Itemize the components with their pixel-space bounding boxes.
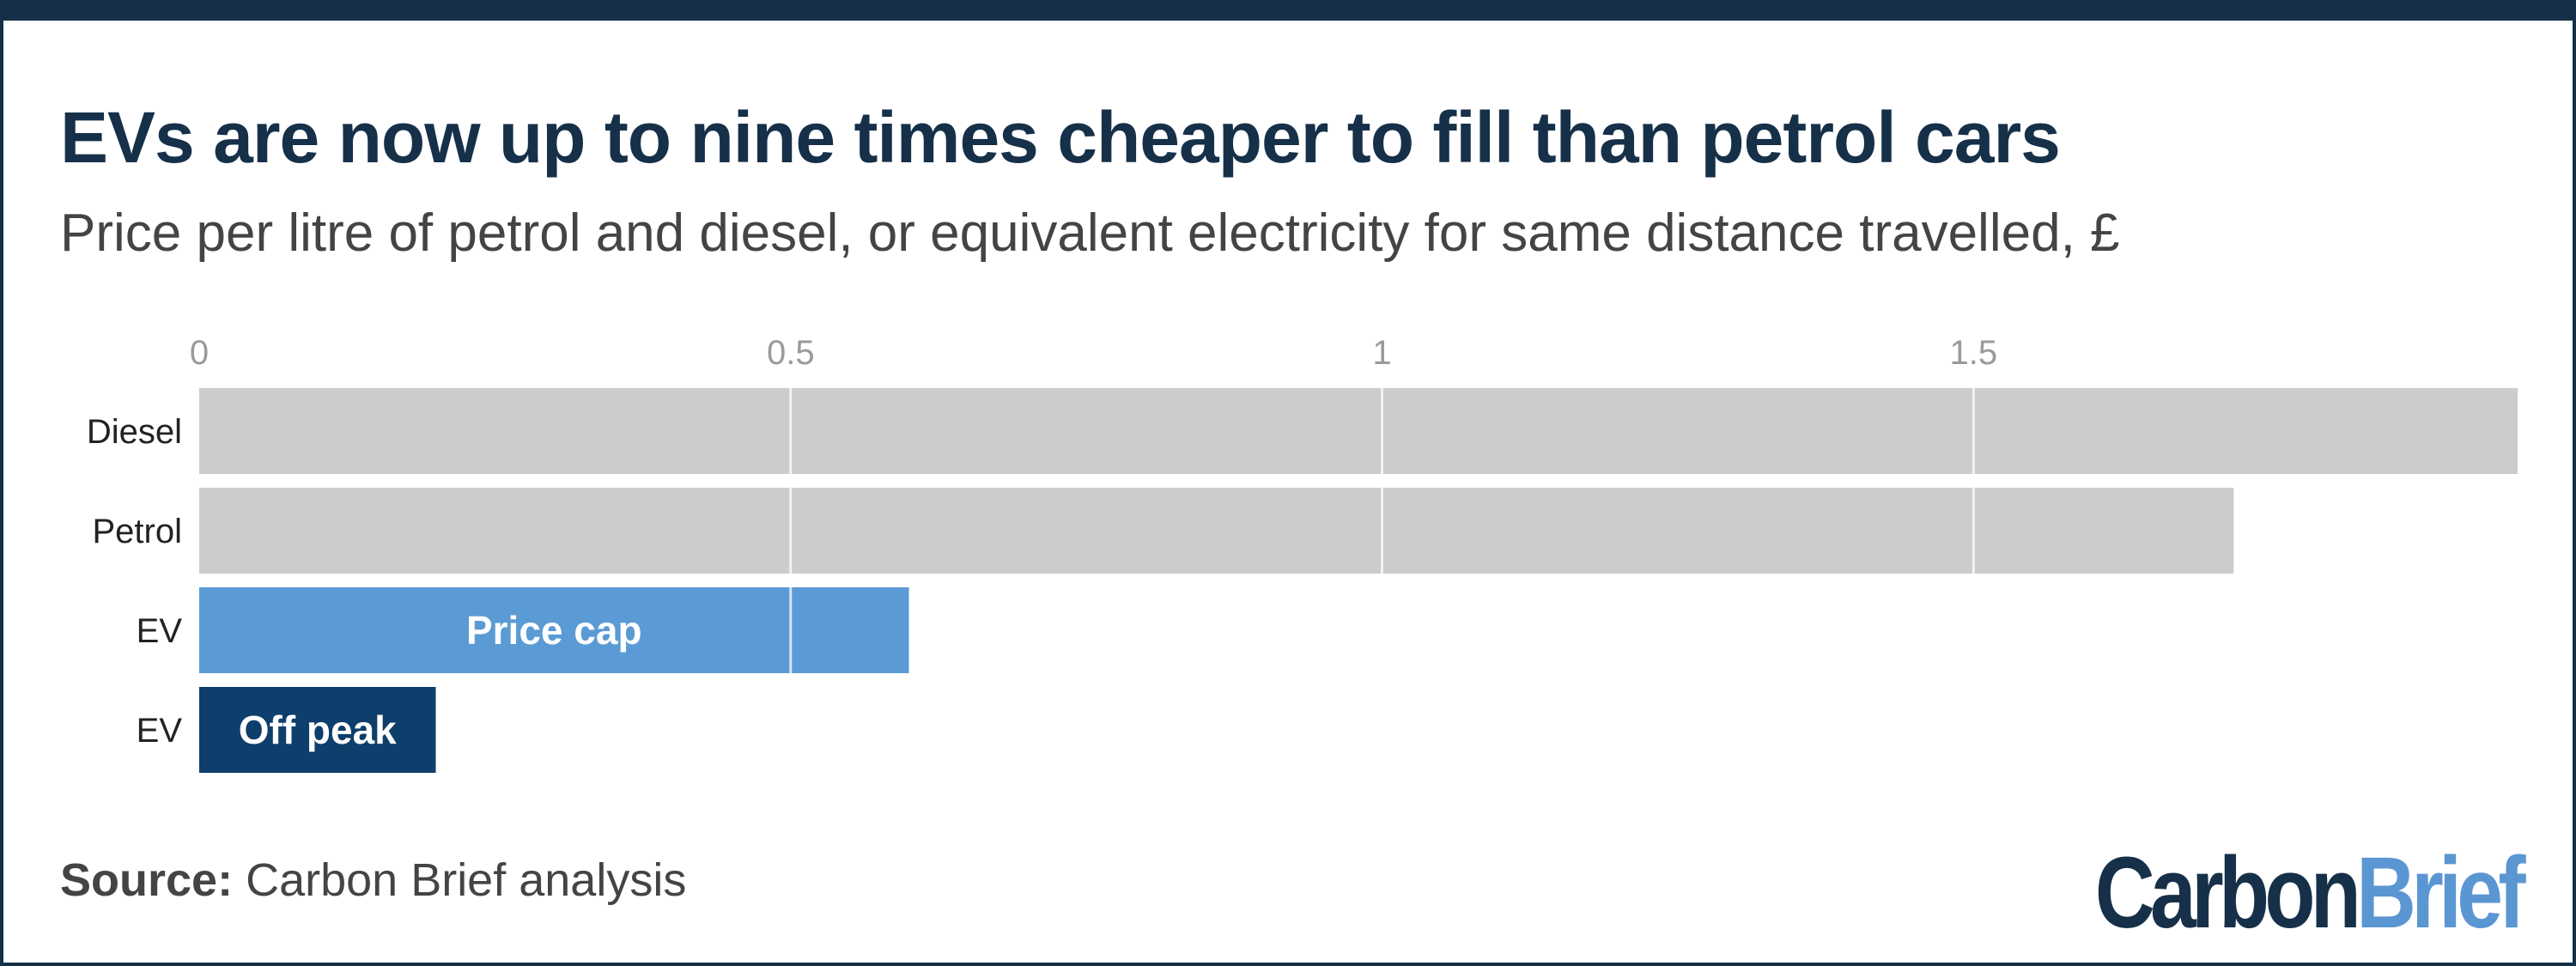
category-label-1: Petrol xyxy=(93,513,183,550)
x-axis-ticks: 0 0.5 1 1.5 xyxy=(190,334,1997,372)
bar-chart: 0 0.5 1 1.5 Diesel Petrol EV EV Price cap Off p… xyxy=(87,334,2518,773)
source-text: Carbon Brief analysis xyxy=(246,854,687,906)
carbon-brief-logo: CarbonBrief xyxy=(2095,835,2526,951)
x-tick-label-0: 0 xyxy=(190,334,209,372)
bar-label-2: Price cap xyxy=(466,608,642,653)
logo-part-brief: Brief xyxy=(2356,836,2525,950)
category-labels: Diesel Petrol EV EV xyxy=(87,413,182,750)
bar-1 xyxy=(199,488,2234,574)
category-label-0: Diesel xyxy=(87,413,182,451)
x-tick-label-3: 1.5 xyxy=(1950,334,1998,372)
bar-3 xyxy=(199,687,436,773)
x-tick-label-1: 0.5 xyxy=(767,334,815,372)
chart-title: EVs are now up to nine times cheaper to … xyxy=(60,97,2061,178)
source-label: Source: xyxy=(60,854,234,906)
logo-part-carbon: Carbon xyxy=(2095,836,2361,950)
bar-labels: Price cap Off peak xyxy=(239,608,642,752)
category-label-3: EV xyxy=(137,712,183,750)
bar-0 xyxy=(199,388,2518,474)
chart-subtitle: Price per litre of petrol and diesel, or… xyxy=(60,204,2120,263)
bars-layer xyxy=(199,388,2518,773)
bar-label-3: Off peak xyxy=(239,708,397,752)
x-tick-label-2: 1 xyxy=(1372,334,1391,372)
category-label-2: EV xyxy=(137,612,183,650)
source-note: Source: Carbon Brief analysis xyxy=(60,854,686,907)
grid-layer xyxy=(789,388,1975,773)
